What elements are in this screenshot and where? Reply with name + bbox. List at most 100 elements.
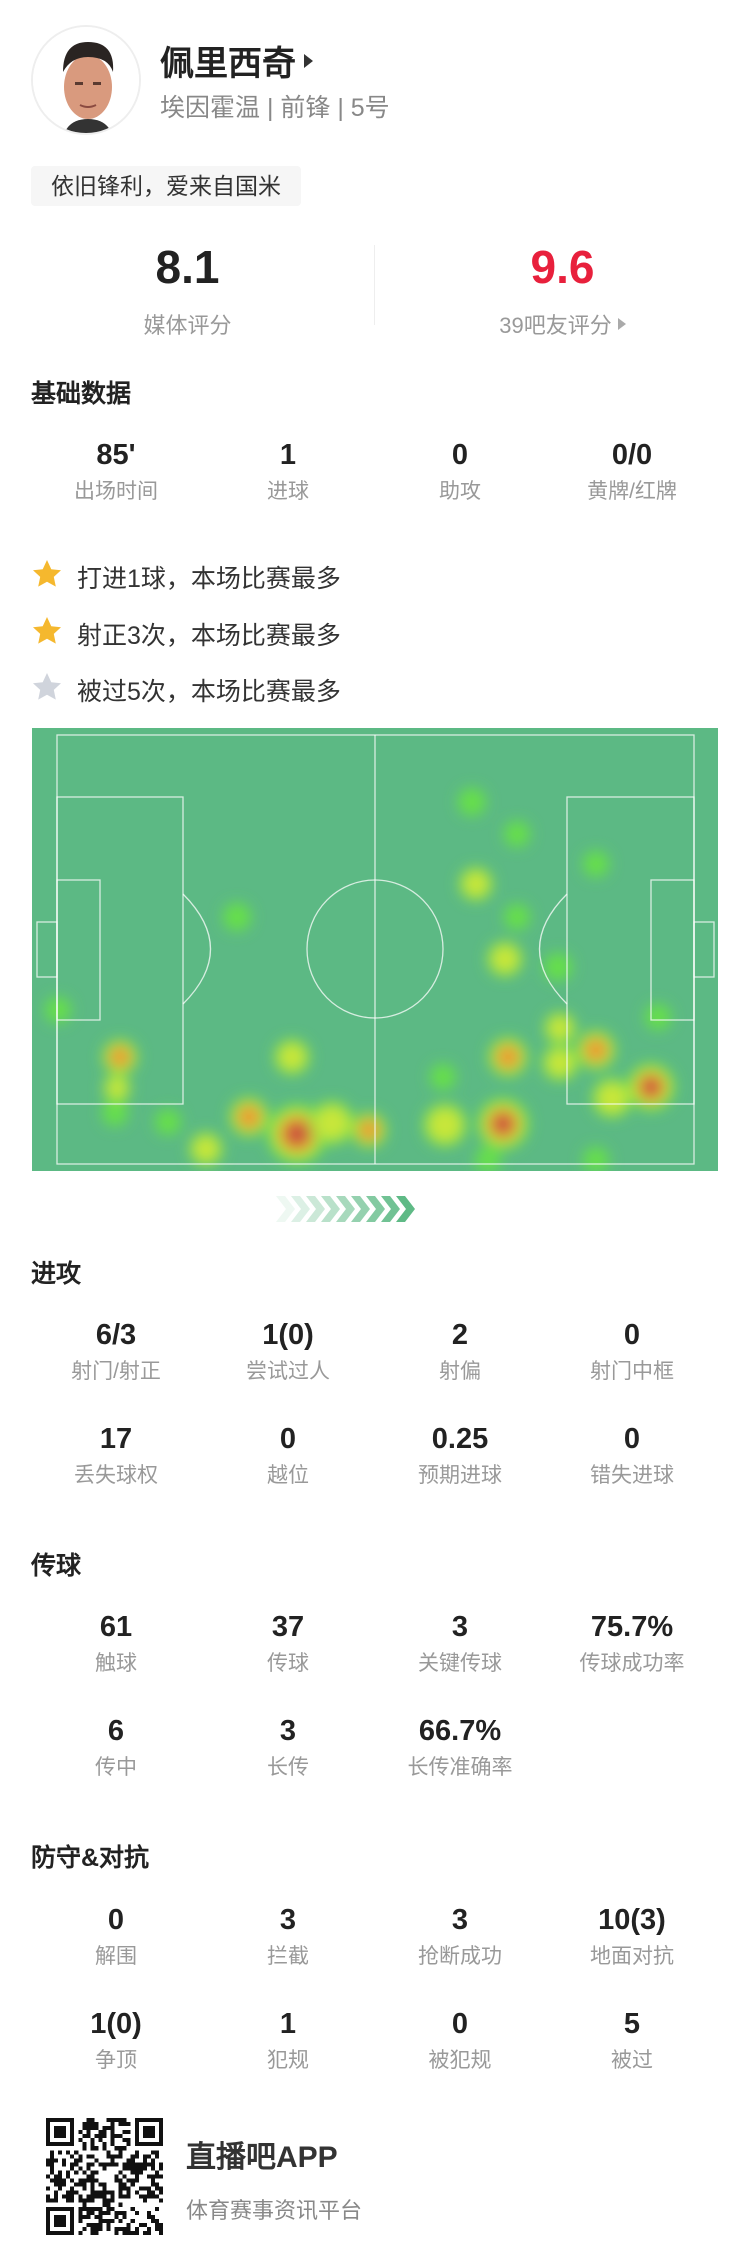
chevron-icon [381,1196,400,1222]
heatmap-blob [475,1147,501,1171]
stat-cell: 1(0) 尝试过人 [202,1317,374,1421]
heatmap-blob [496,1045,520,1069]
defense-stats: 0 解围 3 拦截 3 抢断成功 10(3) 地面对抗 1(0) 争顶 1 犯规 0 被犯规 5 被过 [30,1902,718,2110]
stat-cell: 0 解围 [30,1902,202,2006]
chevron-icon [306,1196,325,1222]
stat-cell: 3 长传 [202,1713,374,1817]
arrow-right-icon [304,53,313,68]
player-name: 佩里西奇 [160,45,296,83]
highlight-text: 被过5次，本场比赛最多 [77,678,341,706]
highlight-text: 打进1球，本场比赛最多 [77,565,341,593]
stat-label: 抢断成功 [418,1945,502,1968]
qr-code[interactable] [46,2118,163,2235]
stat-value: 6/3 [95,1319,137,1351]
stat-label: 射偏 [439,1360,481,1383]
chevron-icon [276,1196,295,1222]
heatmap-blob [504,821,530,847]
stat-cell: 0 越位 [202,1421,374,1525]
stat-value: 0/0 [611,439,653,471]
stat-label: 传球成功率 [579,1652,685,1675]
stat-label: 丢失球权 [74,1464,158,1487]
chevron-icon [321,1196,340,1222]
stat-label: 关键传球 [418,1652,502,1675]
stat-label: 出场时间 [74,480,158,503]
chevron-icon [366,1196,385,1222]
player-name-link[interactable]: 佩里西奇 [160,36,313,85]
stat-label: 犯规 [267,2049,309,2072]
highlight-item: 被过5次，本场比赛最多 [31,670,341,710]
stat-label: 预期进球 [418,1464,502,1487]
stat-value: 0 [279,1423,297,1455]
stat-value: 6 [107,1715,125,1747]
heatmap-blob [105,1076,129,1100]
stat-label: 错失进球 [590,1464,674,1487]
player-quote: 依旧锋利，爱来自国米 [31,166,301,206]
stat-cell: 6/3 射门/射正 [30,1317,202,1421]
stat-value: 1(0) [262,1319,314,1351]
heatmap-blob [504,904,530,930]
heatmap-blob [192,1135,220,1163]
stat-cell: 1 犯规 [202,2006,374,2110]
stat-cell: 17 丢失球权 [30,1421,202,1525]
divider [374,245,375,325]
heatmap-blob [155,1109,181,1135]
stat-cell: 37 传球 [202,1609,374,1713]
heatmap-blob [641,1077,661,1097]
stat-label: 助攻 [439,480,481,503]
player-subtitle: 埃因霍温 | 前锋 | 5号 [160,94,390,122]
stat-label: 越位 [267,1464,309,1487]
heatmap-blob [358,1119,380,1141]
stat-label: 射门/射正 [71,1360,161,1383]
stat-label: 触球 [95,1652,137,1675]
stat-label: 被犯规 [428,2049,492,2072]
heatmap-blob [223,903,251,931]
stat-value: 0.25 [431,1423,489,1455]
stat-cell: 0 助攻 [374,437,546,541]
arrow-right-icon [617,318,626,330]
section-title-basic: 基础数据 [31,380,132,408]
heatmap-blob [547,1015,573,1041]
stat-value: 0 [623,1319,641,1351]
stat-label: 传球 [267,1652,309,1675]
heatmap-blob [277,1042,307,1072]
stat-cell: 66.7% 长传准确率 [374,1713,546,1817]
stat-cell: 10(3) 地面对抗 [546,1902,718,2006]
heatmap-blob [458,788,486,816]
stat-value: 3 [279,1715,297,1747]
app-name: 直播吧APP [186,2141,338,2174]
media-rating-label: 媒体评分 [143,313,232,338]
fan-rating-value: 9.6 [530,241,595,293]
stat-value: 1 [279,2008,297,2040]
stat-value: 66.7% [418,1715,502,1747]
heatmap-blob [45,997,71,1023]
chevron-icon [396,1196,415,1222]
stat-value: 17 [99,1423,133,1455]
attack-stats: 6/3 射门/射正 1(0) 尝试过人 2 射偏 0 射门中框 17 丢失球权 0 越位 0.25 预期进… [30,1317,718,1525]
stat-cell: 0/0 黄牌/红牌 [546,437,718,541]
chevron-icon [291,1196,310,1222]
stat-value: 0 [107,1904,125,1936]
fan-rating[interactable]: 9.6 39吧友评分 [375,240,750,340]
avatar[interactable] [31,25,141,135]
heatmap-blob [544,953,572,981]
stat-cell: 6 传中 [30,1713,202,1817]
stat-cell: 3 拦截 [202,1902,374,2006]
heatmap-blob [492,1113,514,1135]
section-title-passing: 传球 [31,1552,82,1580]
highlight-item: 打进1球，本场比赛最多 [31,557,341,597]
stat-label: 解围 [95,1945,137,1968]
stat-label: 射门中框 [590,1360,674,1383]
heatmap-blob [109,1046,131,1068]
stat-value: 75.7% [590,1611,674,1643]
heatmap-blob [430,1064,456,1090]
stat-label: 被过 [611,2049,653,2072]
stat-cell: 0.25 预期进球 [374,1421,546,1525]
highlight-text: 射正3次，本场比赛最多 [77,622,341,650]
chevron-icon [351,1196,370,1222]
stat-value: 2 [451,1319,469,1351]
pitch-lines [36,734,715,1165]
stat-label: 进球 [267,480,309,503]
stat-value: 10(3) [598,1904,666,1936]
stat-label: 长传 [267,1756,309,1779]
stat-cell: 2 射偏 [374,1317,546,1421]
